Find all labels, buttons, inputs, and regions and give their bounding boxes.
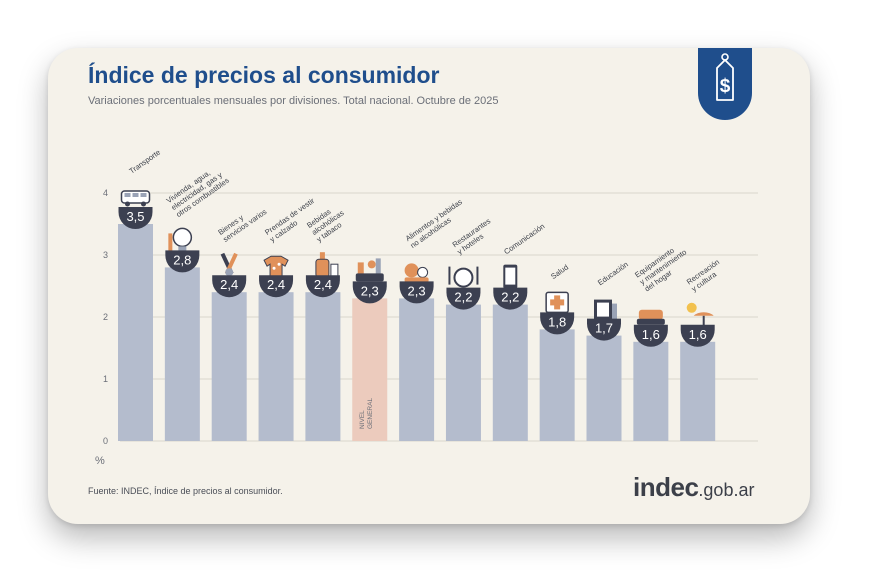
- bar: [539, 329, 575, 441]
- data-label: 1,6: [689, 327, 707, 342]
- data-label: 1,7: [595, 321, 613, 336]
- y-tick-label: 4: [103, 188, 108, 198]
- value-bubble: [680, 324, 715, 347]
- brand-domain: .gob.ar: [698, 480, 755, 500]
- data-label: 3,5: [126, 209, 144, 224]
- value-bubble: [259, 275, 294, 298]
- category-label: Salud: [549, 263, 570, 281]
- data-label: 2,4: [267, 277, 285, 292]
- sofa-icon: [636, 309, 665, 325]
- data-label: 1,8: [548, 314, 566, 329]
- data-label: 2,4: [314, 277, 332, 292]
- data-label: 2,2: [454, 290, 472, 305]
- basket-icon: [355, 258, 384, 282]
- indec-logo: indec.gob.ar: [633, 472, 754, 503]
- y-axis-label: %: [95, 455, 105, 467]
- bottle-icon: [315, 252, 339, 278]
- data-label: 2,3: [361, 283, 379, 298]
- category-label: Comunicación: [502, 222, 546, 257]
- health-cross-icon: [545, 291, 569, 314]
- data-label: 2,3: [408, 283, 426, 298]
- value-bubble: [165, 250, 200, 273]
- value-bubble: [587, 318, 621, 341]
- value-bubble: [212, 275, 247, 298]
- phone-icon: [503, 264, 518, 289]
- bar: [399, 298, 435, 441]
- category-label: Recreacióny cultura: [685, 257, 726, 293]
- food-icon: [404, 263, 429, 283]
- bar-chart: 0 1 2 3 4% 3,5 Transporte 2,8 Vivienda, agua,ele…: [95, 148, 758, 467]
- value-bubble: [446, 287, 481, 310]
- beach-icon: [686, 302, 714, 326]
- bar: [164, 267, 200, 441]
- y-tick-label: 1: [103, 374, 108, 384]
- y-tick-label: 3: [103, 250, 108, 260]
- infographic-card: Índice de precios al consumidor Variacio…: [48, 48, 810, 524]
- bar: [118, 224, 153, 441]
- value-bubble: [399, 281, 434, 304]
- data-label: 1,6: [642, 327, 660, 342]
- category-label: Vivienda, agua,electricidad, gas yotros …: [165, 162, 231, 219]
- bar: [352, 298, 388, 441]
- book-icon: [594, 299, 617, 320]
- price-tag-icon: $: [716, 53, 734, 101]
- category-label: Bebidasalcohólicasy tabaco: [305, 201, 351, 244]
- shirt-icon: [263, 255, 289, 277]
- data-label: 2,4: [220, 277, 238, 292]
- bar: [680, 341, 716, 441]
- bar: [633, 341, 669, 441]
- bar: [305, 292, 341, 441]
- price-tag-badge: $: [698, 48, 752, 120]
- page-subtitle: Variaciones porcentuales mensuales por d…: [88, 95, 499, 107]
- y-tick-label: 2: [103, 312, 108, 322]
- bus-icon: [120, 190, 151, 207]
- value-bubble: [118, 207, 153, 229]
- tools-icon: [220, 252, 238, 277]
- category-label: Transporte: [127, 148, 162, 176]
- data-label: 2,2: [501, 290, 519, 305]
- bar: [258, 292, 294, 441]
- svg-text:$: $: [720, 76, 731, 97]
- plate-icon: [448, 266, 479, 288]
- bar: [492, 304, 528, 441]
- bar: [445, 304, 481, 441]
- brand-main: indec: [633, 472, 699, 502]
- bar: [586, 335, 622, 441]
- category-label: Equipamientoy mantenimientodel hogar: [633, 241, 693, 294]
- category-label: Restaurantesy hoteles: [451, 216, 498, 256]
- page-title: Índice de precios al consumidor: [88, 62, 440, 88]
- bar: [211, 292, 247, 441]
- value-bubble: [352, 281, 387, 304]
- value-bubble: [493, 287, 528, 310]
- value-bubble: [633, 324, 668, 347]
- value-bubble: [540, 312, 575, 335]
- data-label: 2,8: [173, 252, 191, 267]
- y-tick-label: 0: [103, 436, 108, 446]
- category-label: NIVELGENERAL: [359, 398, 374, 429]
- value-bubble: [305, 275, 340, 298]
- lightbulb-icon: [168, 227, 193, 253]
- source-note: Fuente: INDEC, Índice de precios al cons…: [88, 486, 283, 496]
- category-label: Educación: [596, 260, 630, 287]
- category-label: Bienes yservicios varios: [216, 200, 268, 244]
